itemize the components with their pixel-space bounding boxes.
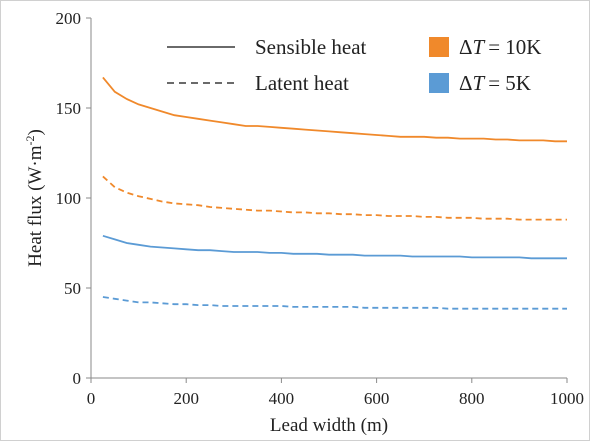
series-line-2: [102, 175, 567, 221]
y-tick-label: 100: [56, 189, 82, 208]
tick-marks: [86, 17, 568, 383]
series-line-1: [102, 76, 567, 143]
x-tick-label: 400: [269, 389, 295, 408]
y-tick-labels: 0 50 100 150 200: [56, 9, 82, 388]
legend-dt5-t: T: [473, 71, 486, 95]
legend-latent-label: Latent heat: [255, 71, 349, 95]
y-axis-title: Heat flux (W·m-2): [23, 129, 46, 267]
y-tick-label: 150: [56, 99, 82, 118]
legend: Sensible heat Latent heat ΔT = 10K ΔT = 5K: [167, 35, 541, 95]
x-tick-label: 200: [173, 389, 199, 408]
y-axis-title-close: ): [25, 129, 46, 135]
x-tick-label: 600: [364, 389, 390, 408]
legend-dt10-label: ΔT = 10K: [459, 35, 541, 59]
legend-dt10-t: T: [473, 35, 486, 59]
y-axis-title-superscript: -2: [23, 135, 37, 145]
y-tick-label: 50: [64, 279, 81, 298]
legend-dt5-swatch: [429, 73, 449, 93]
x-tick-label: 0: [87, 389, 96, 408]
x-axis-title: Lead width (m): [270, 415, 388, 436]
legend-dt10-delta: Δ: [459, 35, 473, 59]
y-tick-label: 0: [73, 369, 82, 388]
series-line-3: [102, 234, 567, 260]
x-tick-labels: 0 200 400 600 800 1000: [87, 389, 584, 408]
legend-dt10-value: = 10K: [488, 35, 541, 59]
legend-dt5-value: = 5K: [488, 71, 531, 95]
series-line-4: [102, 296, 567, 310]
x-tick-label: 800: [459, 389, 485, 408]
legend-dt10-swatch: [429, 37, 449, 57]
legend-dt5-label: ΔT = 5K: [459, 71, 531, 95]
legend-sensible-label: Sensible heat: [255, 35, 367, 59]
x-tick-label: 1000: [550, 389, 584, 408]
y-tick-label: 200: [56, 9, 82, 28]
y-axis-title-main: Heat flux (W·m: [25, 145, 46, 267]
series-group: [102, 76, 567, 310]
legend-dt5-delta: Δ: [459, 71, 473, 95]
